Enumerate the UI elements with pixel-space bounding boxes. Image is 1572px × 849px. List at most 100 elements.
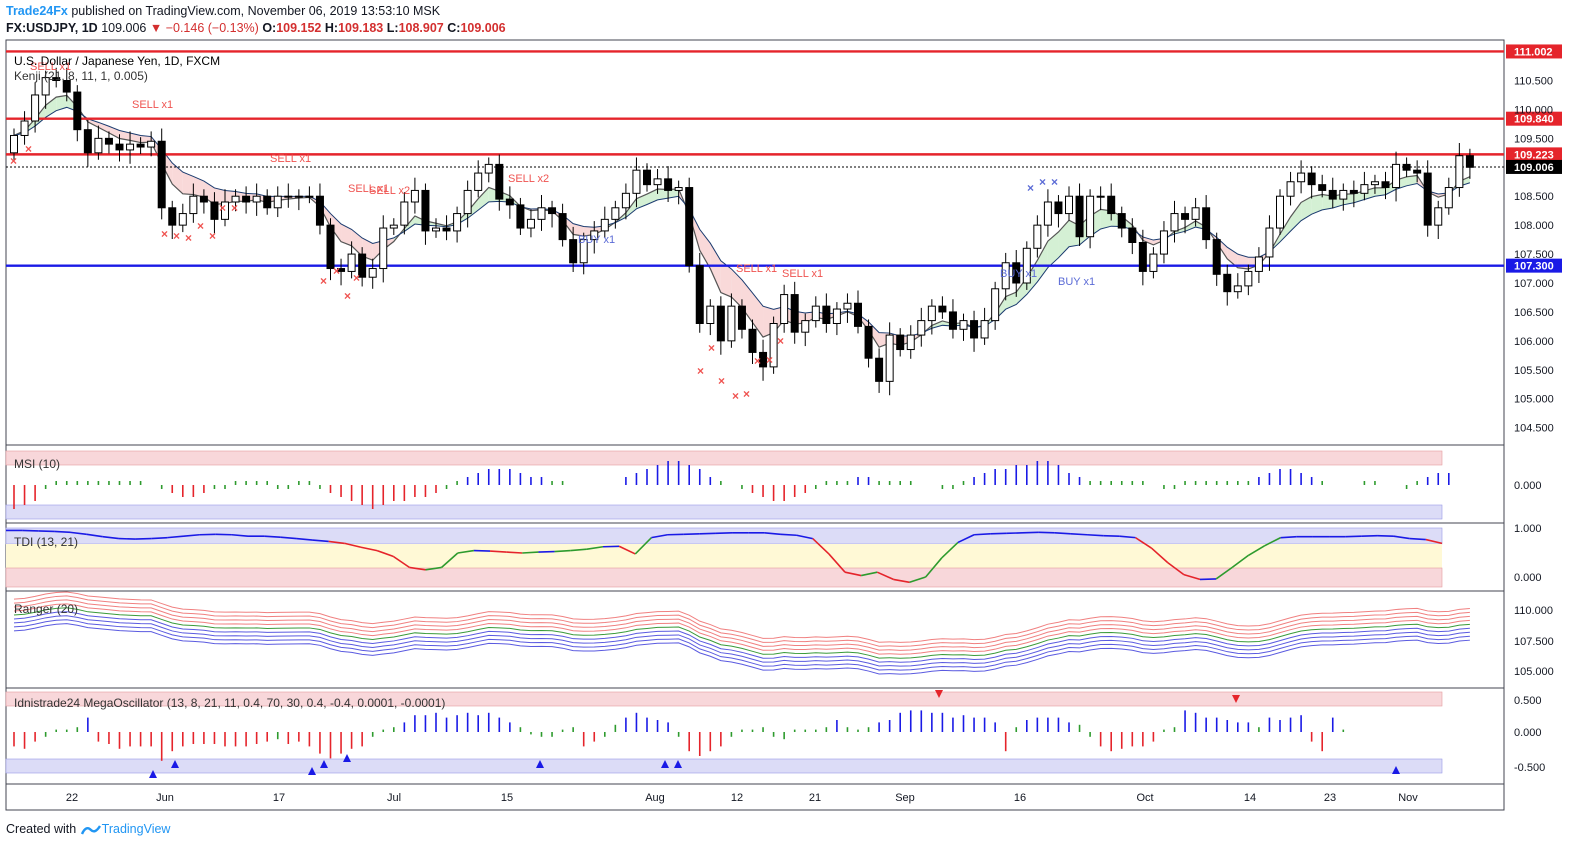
price-axis-tick: 110.500	[1514, 76, 1553, 88]
candle-body	[927, 305, 936, 322]
tdi-lower-band	[5, 567, 1443, 588]
candle-body	[526, 218, 535, 229]
candle-body	[242, 195, 251, 203]
time-axis-tick: Jun	[156, 792, 174, 804]
candle-body	[20, 120, 29, 136]
high-value: 109.183	[338, 21, 384, 35]
candle-body	[674, 187, 683, 191]
publisher-name[interactable]: Trade24Fx	[6, 4, 68, 18]
published-info: published on TradingView.com, November 0…	[71, 4, 441, 18]
ranger-band-line	[13, 603, 1470, 655]
candle-body	[811, 305, 820, 322]
close-value: 109.006	[460, 21, 506, 35]
ranger-band-line	[13, 615, 1470, 667]
candle-body	[1265, 227, 1274, 258]
stop-marker: ×	[209, 229, 216, 243]
buy-arrow-marker	[308, 767, 316, 775]
candle-body	[906, 334, 915, 351]
cloud-segment	[1100, 209, 1112, 229]
ranger-axis-tick: 107.500	[1514, 636, 1554, 648]
candle-body	[695, 265, 704, 324]
candle-body	[337, 268, 346, 272]
candle-body	[168, 207, 177, 226]
stop-marker: ×	[708, 341, 715, 355]
close-label: C:	[447, 21, 461, 35]
tdi-line-segment	[1409, 537, 1426, 541]
candle-body	[358, 253, 367, 278]
candle-body	[147, 140, 156, 148]
candle-body	[41, 77, 50, 96]
low-value: 108.907	[398, 21, 444, 35]
tdi-line-segment	[876, 571, 894, 581]
candle-body	[1043, 201, 1052, 226]
buy-arrow-marker	[149, 770, 157, 778]
high-label: H:	[324, 21, 339, 35]
oscillator-pane	[13, 690, 1400, 778]
tdi-line-segment	[1119, 535, 1136, 539]
sell-signal-label: SELL x1	[270, 153, 311, 165]
time-axis-tick: 17	[273, 792, 285, 804]
stop-marker: ×	[25, 142, 32, 156]
candle-body	[1170, 213, 1179, 232]
price-axis-tick: 105.000	[1514, 394, 1554, 406]
candle-body	[748, 328, 757, 353]
candle-body	[991, 288, 1000, 322]
candle-body	[326, 224, 335, 270]
candle-body	[579, 239, 588, 264]
ranger-pane	[13, 591, 1470, 675]
created-with-label: Created with	[6, 822, 77, 836]
ranger-axis-tick: 110.000	[1514, 605, 1553, 617]
tradingview-link[interactable]: TradingView	[101, 822, 171, 836]
candle-body	[1286, 181, 1295, 197]
axes: 104.500 105.000 105.500 106.000 106.500 107.0…	[66, 76, 1554, 805]
candle-body	[917, 320, 926, 336]
stop-marker: ×	[1051, 175, 1058, 189]
candle-body	[759, 351, 768, 368]
candle-body	[1149, 253, 1158, 272]
candle-body	[516, 204, 525, 229]
cloud-segment	[1280, 216, 1291, 242]
ranger-band-line	[13, 623, 1470, 675]
level-price-tag	[1506, 111, 1562, 126]
candle-body	[600, 218, 609, 232]
candle-body	[1307, 172, 1316, 186]
candle-body	[368, 268, 377, 278]
stop-marker: ×	[231, 201, 238, 215]
sell-arrow-marker	[1232, 695, 1240, 703]
cloud-segment	[1142, 236, 1154, 245]
candle-body	[379, 227, 388, 270]
candle-body	[864, 325, 873, 359]
candle-body	[558, 213, 567, 241]
candle-body	[569, 239, 578, 264]
msi-lower-band	[5, 504, 1443, 520]
candle-body	[115, 143, 124, 151]
candle-body	[716, 305, 725, 342]
candle-body	[442, 227, 451, 232]
sell-signal-label: SELL x2	[369, 185, 410, 197]
kenji-label: Kenji (21, 8, 11, 1, 0.005)	[14, 69, 148, 83]
candle-body	[178, 213, 187, 226]
candle-body	[875, 357, 884, 382]
tdi-title: TDI (13, 21)	[14, 535, 78, 549]
cloud-segment	[1290, 202, 1302, 232]
tdi-line-segment	[1264, 536, 1282, 547]
candle-body	[83, 129, 92, 154]
candle-body	[463, 189, 472, 215]
stop-marker: ×	[185, 231, 192, 245]
candle-body	[685, 187, 694, 267]
candle-body	[1413, 169, 1422, 174]
tdi-line-segment	[1183, 573, 1201, 581]
buy-arrow-marker	[674, 760, 682, 768]
candle-body	[284, 195, 293, 198]
cloud-segment	[710, 243, 721, 293]
stop-marker: ×	[333, 264, 340, 278]
tdi-pane	[6, 529, 1443, 584]
candle-body	[1096, 195, 1105, 198]
candle-body	[1138, 242, 1147, 272]
stop-marker: ×	[777, 334, 784, 348]
tdi-line-segment	[925, 557, 943, 578]
candle-body	[653, 178, 662, 186]
time-axis-tick: 12	[731, 792, 743, 804]
tdi-line-segment	[618, 545, 636, 555]
